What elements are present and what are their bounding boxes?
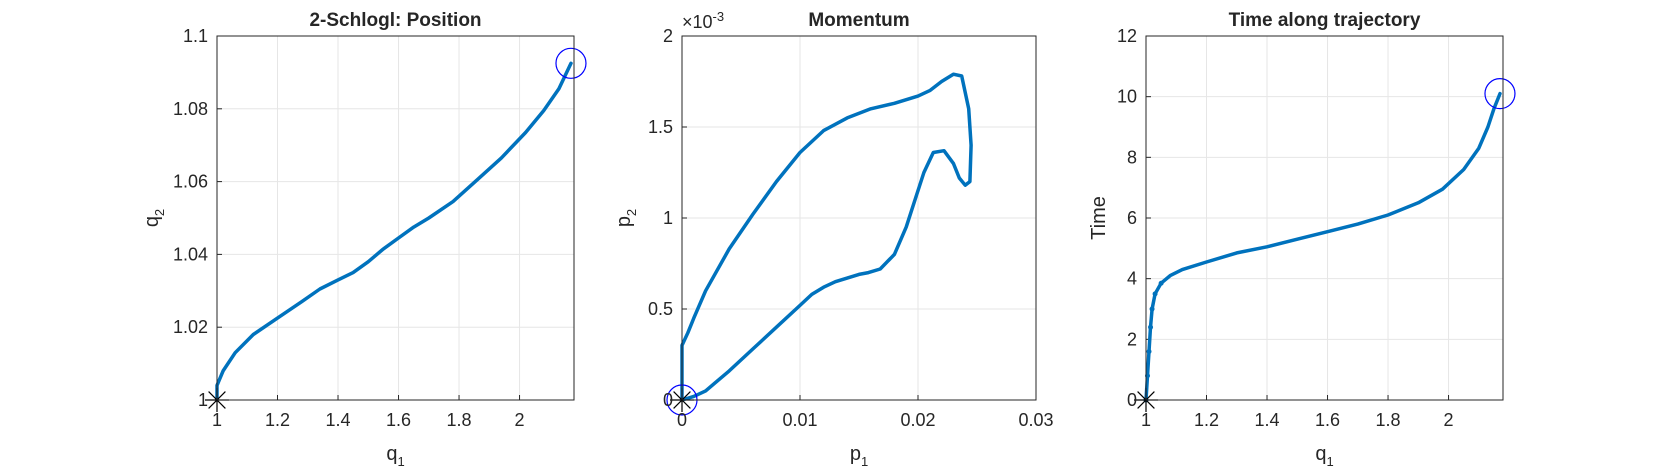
- chart-title: Momentum: [808, 10, 909, 31]
- y-tick-label: 1: [663, 208, 673, 228]
- x-tick-label: 1: [212, 410, 222, 430]
- x-tick-label: 2: [1444, 410, 1454, 430]
- x-tick-labels: 1 1.2 1.4 1.6 1.8 2: [212, 410, 525, 430]
- axes-box: [1145, 35, 1504, 401]
- x-axis-label: p1: [850, 443, 868, 469]
- chart-title: Time along trajectory: [1229, 10, 1421, 31]
- y-exponent-label: ×10-3: [682, 9, 724, 32]
- y-tick-label: 12: [1117, 26, 1137, 46]
- y-tick-label: 1.1: [183, 26, 208, 46]
- end-circle-marker: [555, 47, 587, 79]
- x-tick-label: 1.8: [447, 410, 472, 430]
- y-tick-label: 8: [1127, 147, 1137, 167]
- x-tick-label: 1.2: [265, 410, 290, 430]
- y-tick-label: 6: [1127, 208, 1137, 228]
- momentum-trajectory-line: [680, 72, 973, 402]
- y-tick-label: 0: [663, 390, 673, 410]
- y-tick-label: 1.08: [173, 99, 208, 119]
- chart-title: 2-Schlogl: Position: [309, 10, 481, 31]
- x-tick-label: 1.4: [326, 410, 351, 430]
- y-axis-label: p2: [613, 209, 639, 227]
- y-tick-label: 4: [1127, 269, 1137, 289]
- axes-box: [216, 35, 575, 401]
- x-tick-label: 1.2: [1194, 410, 1219, 430]
- y-tick-label: 1: [198, 390, 208, 410]
- x-tick-label: 1.6: [386, 410, 411, 430]
- y-tick-label: 1.5: [648, 117, 673, 137]
- y-tick-label: 1.04: [173, 244, 208, 264]
- x-tick-label: 1.8: [1376, 410, 1401, 430]
- x-tick-label: 1.6: [1315, 410, 1340, 430]
- x-tick-labels: 0 0.01 0.02 0.03: [677, 410, 1054, 430]
- x-tick-labels: 1 1.2 1.4 1.6 1.8 2: [1141, 410, 1454, 430]
- y-tick-label: 0: [1127, 390, 1137, 410]
- sample-dot: [1148, 324, 1154, 330]
- y-tick-label: 1.02: [173, 317, 208, 337]
- y-tick-labels: 0 0.5 1 1.5 2: [648, 26, 673, 410]
- x-tick-label: 2: [515, 410, 525, 430]
- y-tick-label: 2: [1127, 329, 1137, 349]
- y-tick-labels: 1 1.02 1.04 1.06 1.08 1.1: [173, 26, 208, 410]
- x-tick-label: 1: [1141, 410, 1151, 430]
- x-tick-label: 0.01: [782, 410, 817, 430]
- plot-area: [217, 36, 574, 400]
- y-axis-label: q2: [141, 209, 167, 227]
- y-tick-label: 2: [663, 26, 673, 46]
- panel-time: 1 1.2 1.4 1.6 1.8 2 0 2 4 6 8 10 12 Time along traj…: [1088, 10, 1516, 469]
- y-axis-label: Time: [1088, 196, 1110, 240]
- position-trajectory-line: [215, 61, 573, 402]
- x-axis-label: q1: [386, 443, 404, 469]
- x-axis-label: q1: [1315, 443, 1333, 469]
- axes-box: [681, 35, 1037, 401]
- sample-dot: [1149, 306, 1155, 312]
- panel-momentum: 0 0.01 0.02 0.03 0 0.5 1 1.5 2 Momentum ×10-3 p…: [613, 9, 1054, 469]
- panel-position: 1 1.2 1.4 1.6 1.8 2 1 1.02 1.04 1.06 1.08 1.1 2-Sc…: [141, 10, 587, 469]
- time-trajectory-line: [1144, 91, 1502, 402]
- x-tick-label: 0: [677, 410, 687, 430]
- y-tick-label: 1.06: [173, 172, 208, 192]
- y-tick-labels: 0 2 4 6 8 10 12: [1117, 26, 1137, 410]
- x-tick-label: 1.4: [1255, 410, 1280, 430]
- y-tick-label: 0.5: [648, 299, 673, 319]
- x-tick-label: 0.03: [1018, 410, 1053, 430]
- sample-dot: [1146, 348, 1152, 354]
- x-tick-label: 0.02: [900, 410, 935, 430]
- end-circle-marker: [1484, 78, 1516, 110]
- sample-dot: [1152, 291, 1158, 297]
- sample-dot: [1158, 280, 1164, 286]
- y-tick-label: 10: [1117, 87, 1137, 107]
